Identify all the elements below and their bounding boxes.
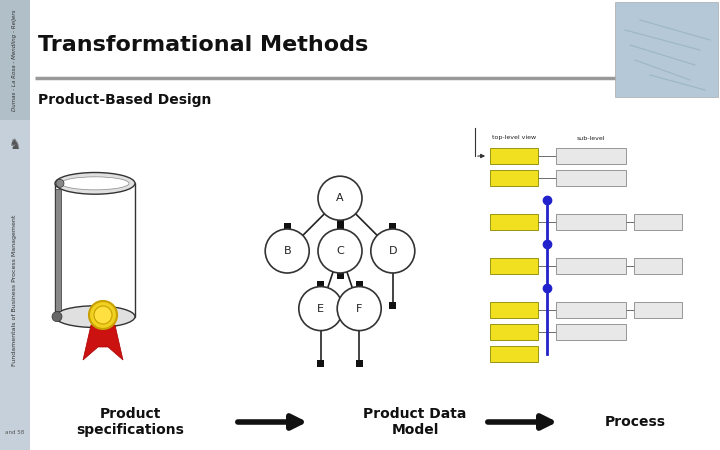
Ellipse shape xyxy=(55,172,135,194)
Circle shape xyxy=(89,301,117,329)
Bar xyxy=(615,2,718,97)
Circle shape xyxy=(318,229,362,273)
Bar xyxy=(0,0,30,120)
Bar xyxy=(490,214,538,230)
Bar xyxy=(318,281,324,288)
Bar xyxy=(0,120,30,450)
Bar xyxy=(336,219,343,226)
Text: A: A xyxy=(336,193,344,203)
Text: C: C xyxy=(336,246,344,256)
Text: E: E xyxy=(318,304,324,314)
FancyBboxPatch shape xyxy=(55,189,61,311)
Bar xyxy=(490,346,538,362)
Circle shape xyxy=(94,306,112,324)
Bar xyxy=(336,223,343,230)
Text: Product
specifications: Product specifications xyxy=(76,407,184,437)
Bar xyxy=(490,170,538,186)
Text: Transformational Methods: Transformational Methods xyxy=(38,35,368,55)
Bar xyxy=(336,219,343,226)
Text: Fundamentals of Business Process Management: Fundamentals of Business Process Managem… xyxy=(12,214,17,366)
Text: ♞: ♞ xyxy=(9,138,22,152)
Bar xyxy=(356,281,363,288)
FancyBboxPatch shape xyxy=(55,183,135,317)
Circle shape xyxy=(265,229,309,273)
Bar xyxy=(284,223,291,230)
Ellipse shape xyxy=(55,306,135,328)
Text: Product Data
Model: Product Data Model xyxy=(364,407,467,437)
Bar xyxy=(356,360,363,367)
Text: Process: Process xyxy=(605,415,665,429)
Bar xyxy=(390,223,396,230)
Circle shape xyxy=(56,180,64,187)
Bar xyxy=(634,258,682,274)
Bar xyxy=(336,219,343,226)
Bar xyxy=(490,258,538,274)
Bar xyxy=(490,324,538,340)
Bar xyxy=(336,272,343,279)
Circle shape xyxy=(52,312,62,322)
Ellipse shape xyxy=(61,177,129,190)
Text: Dumas - La Rosa - Mendling - Reijers: Dumas - La Rosa - Mendling - Reijers xyxy=(12,9,17,111)
Text: sub-level: sub-level xyxy=(577,135,606,140)
Text: top-level view: top-level view xyxy=(492,135,536,140)
Bar xyxy=(490,302,538,318)
Bar xyxy=(390,302,396,309)
Text: D: D xyxy=(389,246,397,256)
Text: B: B xyxy=(284,246,291,256)
Bar xyxy=(634,214,682,230)
Bar xyxy=(634,302,682,318)
Text: Product-Based Design: Product-Based Design xyxy=(38,93,212,107)
Circle shape xyxy=(318,176,362,220)
Bar xyxy=(336,272,343,279)
Bar xyxy=(556,214,626,230)
Bar xyxy=(556,302,626,318)
Circle shape xyxy=(337,287,381,331)
Text: and 58: and 58 xyxy=(5,429,24,435)
Bar xyxy=(556,170,626,186)
Bar xyxy=(490,148,538,164)
Circle shape xyxy=(299,287,343,331)
Circle shape xyxy=(371,229,415,273)
Text: F: F xyxy=(356,304,362,314)
Polygon shape xyxy=(83,325,123,360)
Bar xyxy=(556,258,626,274)
Bar xyxy=(556,148,626,164)
Bar xyxy=(556,324,626,340)
Bar xyxy=(318,360,324,367)
